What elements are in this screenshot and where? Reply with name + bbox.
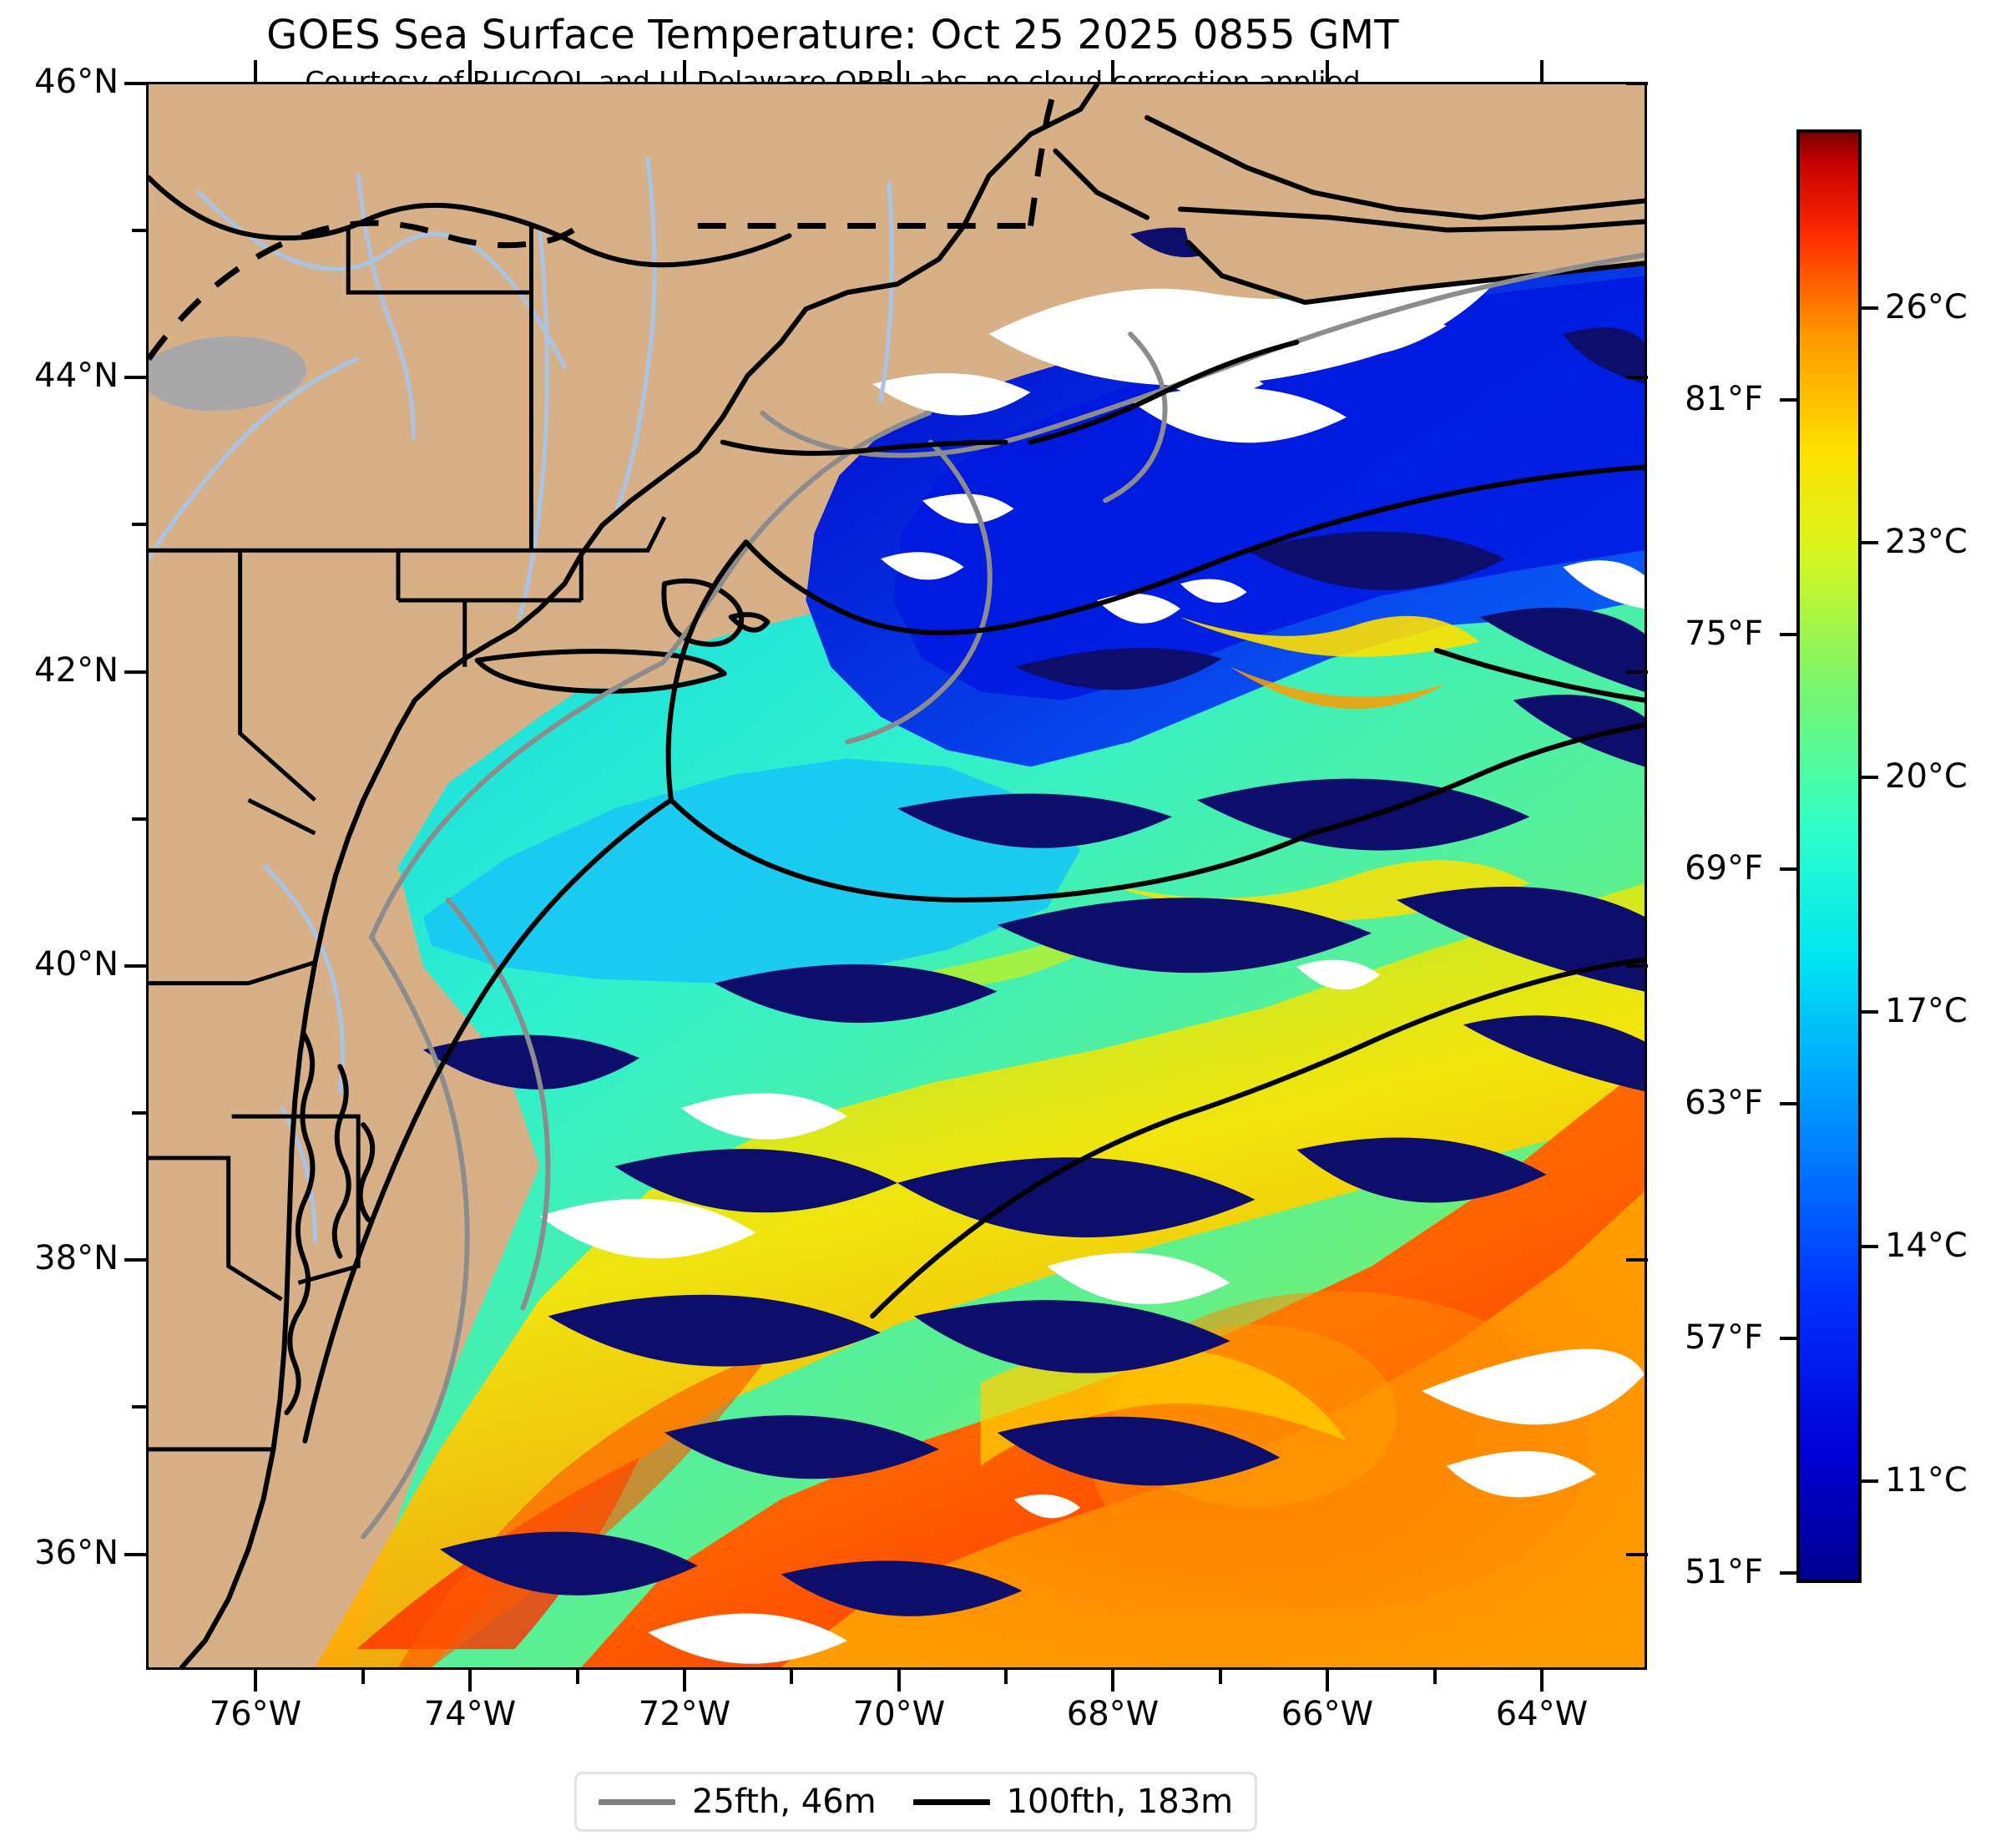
colorbar-gradient (1800, 133, 1858, 1580)
cb-label-81f: 81°F (1685, 380, 1763, 418)
legend-item-25fth[interactable]: 25fth, 46m (599, 1783, 877, 1821)
y-tick-minor (132, 817, 146, 821)
legend-line-100fth (912, 1798, 990, 1805)
x-tick-top (1111, 60, 1114, 82)
x-tick-66w (1326, 1670, 1329, 1692)
x-axis-label-3: 70°W (852, 1695, 946, 1733)
y-tick-44n (124, 376, 146, 379)
cb-tick-57f (1780, 1337, 1796, 1340)
x-tick-top (683, 60, 686, 82)
x-tick-top (468, 60, 472, 82)
x-tick-minor (790, 1670, 793, 1684)
cb-tick-26c (1862, 306, 1878, 310)
cb-tick-20c (1862, 776, 1878, 779)
cb-tick-51f (1780, 1571, 1796, 1575)
x-axis-label-6: 64°W (1495, 1695, 1589, 1733)
cb-tick-69f (1780, 867, 1796, 871)
y-tick-38n (124, 1258, 146, 1262)
x-tick-top (897, 60, 901, 82)
y-axis-label-5: 36°N (34, 1534, 119, 1572)
y-tick-40n (124, 964, 146, 968)
y-axis-label-0: 46°N (34, 63, 119, 101)
cb-label-11c: 11°C (1885, 1461, 1968, 1500)
y-tick-minor (132, 1405, 146, 1409)
y-axis-label-3: 40°N (34, 945, 119, 984)
page-title: GOES Sea Surface Temperature: Oct 25 202… (266, 12, 1399, 58)
cb-label-20c: 20°C (1885, 757, 1968, 796)
x-tick-76w (254, 1670, 257, 1692)
cb-label-14c: 14°C (1885, 1226, 1968, 1265)
y-tick-36n (124, 1553, 146, 1556)
x-axis-label-2: 72°W (638, 1695, 731, 1733)
cb-tick-23c (1862, 541, 1878, 544)
x-tick-minor (1219, 1670, 1222, 1684)
y-tick-46n (124, 82, 146, 85)
cb-label-23c: 23°C (1885, 523, 1968, 561)
y-tick-right (1626, 964, 1648, 968)
x-tick-top (1326, 60, 1329, 82)
y-tick-right (1626, 670, 1648, 674)
sst-map-axes[interactable] (146, 82, 1647, 1670)
y-tick-42n (124, 670, 146, 674)
y-axis-label-2: 42°N (34, 651, 119, 690)
cb-tick-63f (1780, 1102, 1796, 1105)
y-axis-label-1: 44°N (34, 357, 119, 395)
y-tick-minor (132, 229, 146, 232)
cb-tick-11c (1862, 1479, 1878, 1483)
cb-label-57f: 57°F (1685, 1318, 1763, 1357)
x-axis-label-4: 68°W (1066, 1695, 1160, 1733)
x-tick-68w (1111, 1670, 1114, 1692)
x-tick-64w (1540, 1670, 1544, 1692)
y-tick-right (1626, 376, 1648, 379)
y-tick-minor (132, 523, 146, 526)
x-tick-70w (897, 1670, 901, 1692)
cb-label-51f: 51°F (1685, 1553, 1763, 1591)
x-tick-72w (683, 1670, 686, 1692)
cb-label-63f: 63°F (1685, 1084, 1763, 1122)
y-tick-right (1626, 82, 1648, 85)
y-tick-right (1626, 1553, 1648, 1556)
x-tick-top (1540, 60, 1544, 82)
cb-tick-14c (1862, 1245, 1878, 1248)
sst-colorbar[interactable] (1796, 129, 1862, 1583)
cb-tick-81f (1780, 398, 1796, 402)
x-tick-minor (576, 1670, 579, 1684)
cb-tick-17c (1862, 1010, 1878, 1014)
cb-label-75f: 75°F (1685, 614, 1763, 653)
cb-label-69f: 69°F (1685, 849, 1763, 888)
legend-label-25fth: 25fth, 46m (692, 1783, 877, 1821)
y-tick-right (1626, 1258, 1648, 1262)
x-axis-label-0: 76°W (209, 1695, 302, 1733)
x-tick-minor (361, 1670, 365, 1684)
x-tick-minor (1004, 1670, 1008, 1684)
x-axis-label-1: 74°W (423, 1695, 517, 1733)
legend-line-25fth (599, 1798, 675, 1805)
y-axis-label-4: 38°N (34, 1239, 119, 1277)
cb-tick-75f (1780, 633, 1796, 636)
x-tick-74w (468, 1670, 472, 1692)
x-axis-label-5: 66°W (1281, 1695, 1374, 1733)
x-tick-minor (1433, 1670, 1437, 1684)
bathymetry-legend[interactable]: 25fth, 46m 100fth, 183m (574, 1772, 1258, 1832)
cb-label-26c: 26°C (1885, 288, 1968, 326)
y-tick-minor (132, 1111, 146, 1115)
x-tick-top (254, 60, 257, 82)
legend-item-100fth[interactable]: 100fth, 183m (912, 1783, 1234, 1821)
legend-label-100fth: 100fth, 183m (1006, 1783, 1234, 1821)
cb-label-17c: 17°C (1885, 992, 1968, 1030)
